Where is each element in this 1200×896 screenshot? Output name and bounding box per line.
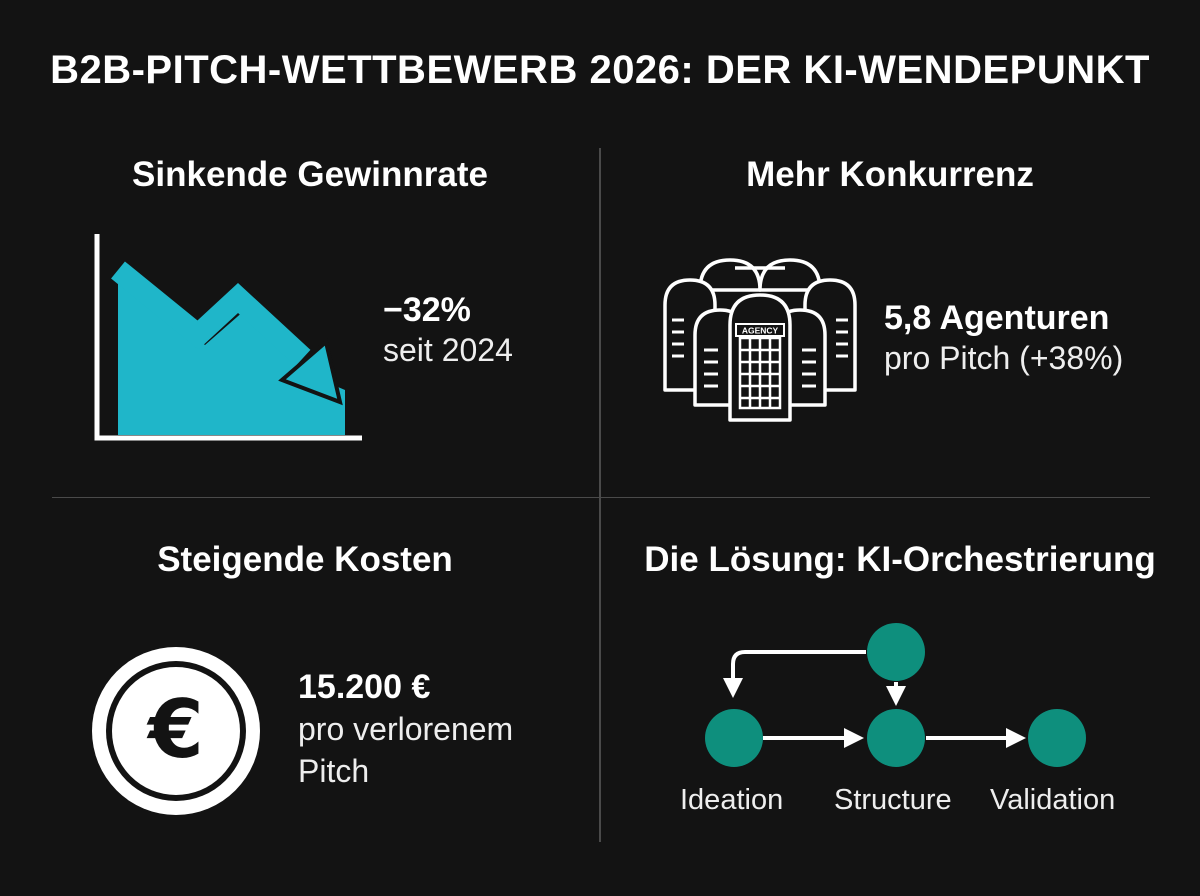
agency-building-label: AGENCY (742, 326, 779, 336)
validation-node (1028, 709, 1086, 767)
euro-coin-icon: € (92, 647, 260, 815)
costs-subtext-line2: Pitch (298, 753, 370, 789)
win-rate-subtext: seit 2024 (383, 332, 513, 368)
costs-value: 15.200 € (298, 668, 431, 706)
step-label-ideation: Ideation (680, 784, 784, 816)
costs-heading: Steigende Kosten (157, 540, 453, 579)
horizontal-divider (52, 497, 1150, 498)
competition-stat: 5,8 Agenturen pro Pitch (+38%) (884, 298, 1123, 378)
win-rate-stat: −32% seit 2024 (383, 290, 513, 370)
costs-subtext-line1: pro verlorenem (298, 711, 514, 747)
agency-buildings-icon: AGENCY (663, 258, 857, 422)
costs-stat: 15.200 € pro verlorenem Pitch (298, 666, 513, 792)
step-label-validation: Validation (990, 784, 1116, 816)
page-title: B2B-PITCH-WETTBEWERB 2026: DER KI-WENDEP… (50, 48, 1150, 92)
win-rate-heading: Sinkende Gewinnrate (132, 155, 488, 194)
workflow-diagram-icon (705, 623, 1086, 767)
vertical-divider (599, 148, 601, 842)
top-node (867, 623, 925, 681)
win-rate-value: −32% (383, 291, 471, 329)
structure-node (867, 709, 925, 767)
euro-symbol: € (146, 683, 204, 776)
competition-value: 5,8 Agenturen (884, 299, 1110, 337)
declining-chart-icon (94, 234, 362, 441)
ideation-node (705, 709, 763, 767)
competition-heading: Mehr Konkurrenz (746, 155, 1034, 194)
solution-heading: Die Lösung: KI-Orchestrierung (644, 540, 1156, 579)
competition-subtext: pro Pitch (+38%) (884, 340, 1124, 376)
step-label-structure: Structure (834, 784, 952, 816)
